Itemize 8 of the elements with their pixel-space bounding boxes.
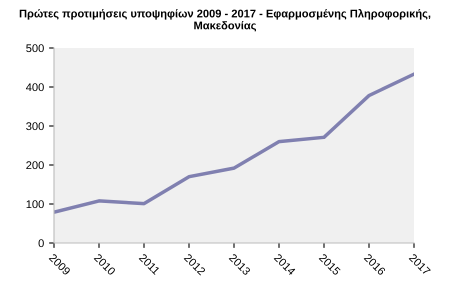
chart-title: Πρώτες προτιμήσεις υποψηφίων 2009 - 2017 - Εφαρμοσμένης Πληροφορικής, Μακεδονίας [20,9,430,32]
y-tick-label: 400 [26,83,44,92]
line-series [54,72,414,214]
y-tick-label: 0 [38,239,44,248]
y-tick-label: 300 [26,122,44,130]
y-tick-label: 100 [26,200,44,208]
y-tick-label: 500 [26,44,44,52]
y-tick-label: 200 [26,161,44,170]
